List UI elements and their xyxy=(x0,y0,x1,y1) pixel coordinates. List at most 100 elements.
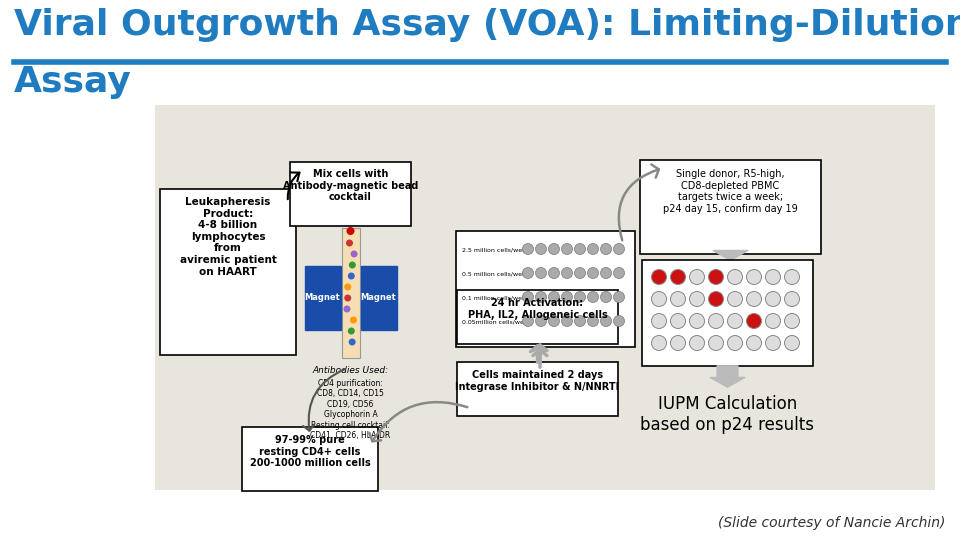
Circle shape xyxy=(536,292,546,302)
FancyBboxPatch shape xyxy=(640,160,821,254)
Circle shape xyxy=(522,292,534,302)
Circle shape xyxy=(728,292,742,307)
Circle shape xyxy=(346,240,353,246)
Text: Mix cells with
Antibody-magnetic bead
cocktail: Mix cells with Antibody-magnetic bead co… xyxy=(283,169,419,202)
Circle shape xyxy=(601,292,612,302)
Circle shape xyxy=(708,314,724,328)
Circle shape xyxy=(689,335,705,350)
Circle shape xyxy=(747,314,761,328)
FancyBboxPatch shape xyxy=(290,162,411,226)
FancyBboxPatch shape xyxy=(457,290,618,344)
Circle shape xyxy=(345,284,351,291)
Circle shape xyxy=(562,267,572,279)
Circle shape xyxy=(548,244,560,254)
Circle shape xyxy=(548,267,560,279)
Circle shape xyxy=(588,267,598,279)
FancyBboxPatch shape xyxy=(457,362,618,416)
Text: Resting cell cocktail:
CD41, CD26, HLA-DR: Resting cell cocktail: CD41, CD26, HLA-D… xyxy=(310,421,391,441)
Circle shape xyxy=(536,267,546,279)
Circle shape xyxy=(536,244,546,254)
Text: (Slide courtesy of Nancie Archin): (Slide courtesy of Nancie Archin) xyxy=(718,516,945,530)
Circle shape xyxy=(613,315,625,327)
Circle shape xyxy=(613,292,625,302)
Circle shape xyxy=(689,292,705,307)
Circle shape xyxy=(613,244,625,254)
Text: CD4 purification:
CD8, CD14, CD15
CD19, CD56
Glycophorin A: CD4 purification: CD8, CD14, CD15 CD19, … xyxy=(317,379,384,419)
Circle shape xyxy=(728,335,742,350)
Text: 97-99% pure
resting CD4+ cells
200-1000 million cells: 97-99% pure resting CD4+ cells 200-1000 … xyxy=(250,435,371,468)
FancyBboxPatch shape xyxy=(456,231,635,347)
Circle shape xyxy=(689,314,705,328)
Text: Single donor, R5-high,
CD8-depleted PBMC
targets twice a week;
p24 day 15, confi: Single donor, R5-high, CD8-depleted PBMC… xyxy=(663,169,798,214)
Circle shape xyxy=(562,292,572,302)
Circle shape xyxy=(601,244,612,254)
Text: Assay: Assay xyxy=(14,65,132,99)
Circle shape xyxy=(574,244,586,254)
Circle shape xyxy=(348,327,355,334)
Circle shape xyxy=(784,335,800,350)
Circle shape xyxy=(670,314,685,328)
Text: 0.05million cells/well: 0.05million cells/well xyxy=(462,320,527,325)
Circle shape xyxy=(601,315,612,327)
Circle shape xyxy=(708,269,724,285)
Circle shape xyxy=(522,267,534,279)
Circle shape xyxy=(522,315,534,327)
Circle shape xyxy=(344,306,350,313)
Circle shape xyxy=(670,269,685,285)
FancyBboxPatch shape xyxy=(242,427,378,491)
Circle shape xyxy=(728,269,742,285)
Text: Cells maintained 2 days
Integrase Inhibitor & N/NNRTI: Cells maintained 2 days Integrase Inhibi… xyxy=(455,370,619,392)
Text: 0.5 million cells/well: 0.5 million cells/well xyxy=(462,272,525,276)
Text: Viral Outgrowth Assay (VOA): Limiting-Dilution Coculture: Viral Outgrowth Assay (VOA): Limiting-Di… xyxy=(14,8,960,42)
Circle shape xyxy=(348,339,355,346)
FancyBboxPatch shape xyxy=(361,266,396,330)
Circle shape xyxy=(689,269,705,285)
Circle shape xyxy=(652,335,666,350)
Text: Magnet: Magnet xyxy=(304,294,341,302)
Circle shape xyxy=(728,314,742,328)
Circle shape xyxy=(670,292,685,307)
Circle shape xyxy=(588,315,598,327)
Circle shape xyxy=(562,244,572,254)
Text: Leukapheresis
Product:
4-8 billion
lymphocytes
from
aviremic patient
on HAART: Leukapheresis Product: 4-8 billion lymph… xyxy=(180,197,276,276)
Circle shape xyxy=(548,292,560,302)
Circle shape xyxy=(536,315,546,327)
Circle shape xyxy=(350,316,357,323)
Circle shape xyxy=(652,292,666,307)
Circle shape xyxy=(652,314,666,328)
Circle shape xyxy=(574,292,586,302)
Text: 2.5 million cells/well: 2.5 million cells/well xyxy=(462,247,526,253)
Circle shape xyxy=(652,269,666,285)
Circle shape xyxy=(765,269,780,285)
Circle shape xyxy=(747,269,761,285)
Circle shape xyxy=(708,292,724,307)
Circle shape xyxy=(350,251,358,258)
Circle shape xyxy=(747,292,761,307)
Circle shape xyxy=(574,267,586,279)
Circle shape xyxy=(747,335,761,350)
Text: Magnet: Magnet xyxy=(361,294,396,302)
Circle shape xyxy=(784,269,800,285)
Circle shape xyxy=(765,335,780,350)
Circle shape xyxy=(588,244,598,254)
Text: IUPM Calculation
based on p24 results: IUPM Calculation based on p24 results xyxy=(640,395,814,434)
Circle shape xyxy=(765,314,780,328)
Text: Antibodies Used:: Antibodies Used: xyxy=(312,366,389,375)
Circle shape xyxy=(562,315,572,327)
Circle shape xyxy=(347,227,354,235)
Circle shape xyxy=(708,335,724,350)
Circle shape xyxy=(348,273,355,280)
Circle shape xyxy=(784,292,800,307)
FancyBboxPatch shape xyxy=(155,105,935,490)
Text: 24 hr Activation:
PHA, IL2, Allogeneic cells: 24 hr Activation: PHA, IL2, Allogeneic c… xyxy=(468,298,608,320)
Circle shape xyxy=(588,292,598,302)
FancyBboxPatch shape xyxy=(342,228,359,358)
Circle shape xyxy=(765,292,780,307)
Circle shape xyxy=(522,244,534,254)
FancyBboxPatch shape xyxy=(160,189,296,355)
Circle shape xyxy=(601,267,612,279)
FancyBboxPatch shape xyxy=(642,260,813,366)
FancyBboxPatch shape xyxy=(304,266,341,330)
Circle shape xyxy=(670,335,685,350)
Circle shape xyxy=(574,315,586,327)
